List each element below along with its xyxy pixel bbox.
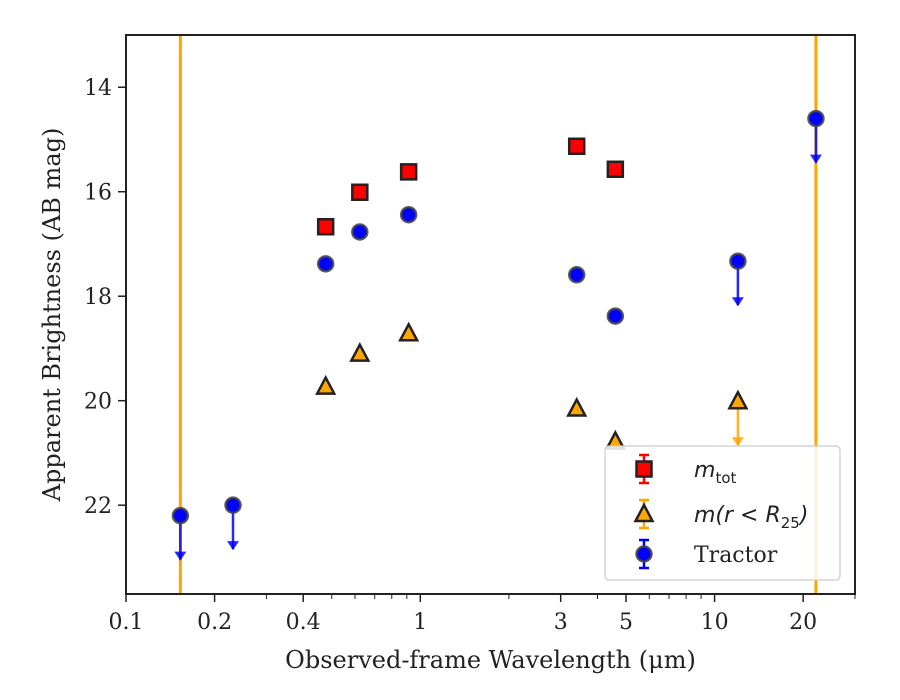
data-point-circle [224,496,242,514]
data-point-triangle [349,342,371,362]
legend-label: Tractor [694,543,778,568]
legend-label: mtot [694,458,736,487]
legend-marker-square [635,460,653,478]
data-point-triangle [398,321,420,342]
legend-box [604,445,841,581]
data-point-square [351,183,369,202]
y-axis-ticks: 14 16 18 20 22 [84,76,126,519]
x-tick-label: 20 [789,610,817,635]
upper-limit-arrowhead [174,551,187,561]
y-tick-label: 20 [84,390,112,415]
data-point-triangle [315,374,337,395]
y-axis-label: Apparent Brightness (AB mag) [38,128,66,503]
upper-limit-arrowhead [731,297,744,307]
legend: mtot m(r < R25) Tractor [604,445,841,581]
x-tick-label: 0.4 [286,610,321,635]
data-point-triangle [727,389,749,410]
data-point-circle [807,109,825,128]
data-point-circle [351,223,369,241]
data-point-triangle [566,396,588,417]
legend-label: m(r < R25) [694,503,808,532]
data-point-circle [729,252,747,270]
data-points [171,109,825,525]
x-tick-label: 0.2 [197,610,232,635]
x-axis-label: Observed-frame Wavelength (μm) [285,646,696,674]
x-axis-ticks: 0.1 0.2 0.4 1 3 5 10 20 [109,594,856,635]
data-point-square [567,137,586,156]
x-tick-label: 1 [413,610,427,635]
x-tick-label: 5 [619,610,633,635]
legend-marker-circle [635,545,653,563]
data-point-circle [316,255,335,273]
legend-marker-triangle [633,502,655,523]
data-point-circle [606,307,625,325]
upper-limit-arrowhead [809,154,822,164]
data-point-circle [399,205,418,224]
x-tick-label: 3 [554,610,568,635]
data-point-square [399,163,418,181]
data-point-square [316,217,335,236]
y-tick-label: 18 [84,285,112,310]
upper-limit-arrowhead [731,437,744,447]
plot-frame [125,34,856,595]
x-tick-label: 0.1 [109,610,144,635]
data-point-circle [171,506,190,525]
y-tick-label: 22 [84,494,112,519]
y-tick-label: 14 [84,76,112,101]
y-tick-label: 16 [84,181,112,206]
data-point-circle [567,266,586,284]
upper-limit-arrowhead [227,541,240,551]
data-point-square [606,160,625,179]
x-tick-label: 10 [701,610,729,635]
